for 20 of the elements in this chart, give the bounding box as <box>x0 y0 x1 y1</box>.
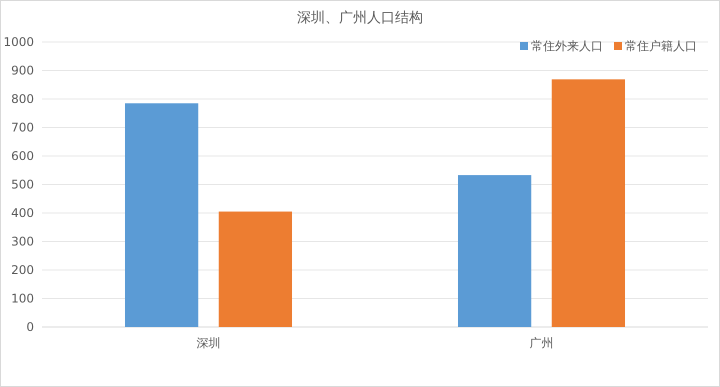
chart-title: 深圳、广州人口结构 <box>297 10 423 26</box>
y-tick-label: 600 <box>11 149 34 163</box>
y-tick-label: 900 <box>11 64 34 78</box>
y-tick-label: 400 <box>11 206 34 220</box>
x-tick-label: 深圳 <box>196 336 220 350</box>
y-tick-label: 100 <box>11 292 34 306</box>
bar <box>458 175 532 327</box>
y-tick-label: 200 <box>11 263 34 277</box>
bar <box>552 79 626 327</box>
y-tick-label: 500 <box>11 178 34 192</box>
y-tick-label: 0 <box>26 320 34 334</box>
bar <box>124 103 198 327</box>
legend-label: 常住户籍人口 <box>625 39 697 53</box>
bar <box>218 212 292 327</box>
y-tick-label: 1000 <box>3 35 34 49</box>
y-tick-label: 300 <box>11 234 34 248</box>
legend-label: 常住外来人口 <box>531 39 603 53</box>
y-tick-label: 700 <box>11 120 34 134</box>
x-tick-label: 广州 <box>530 336 554 350</box>
y-tick-label: 800 <box>11 92 34 106</box>
